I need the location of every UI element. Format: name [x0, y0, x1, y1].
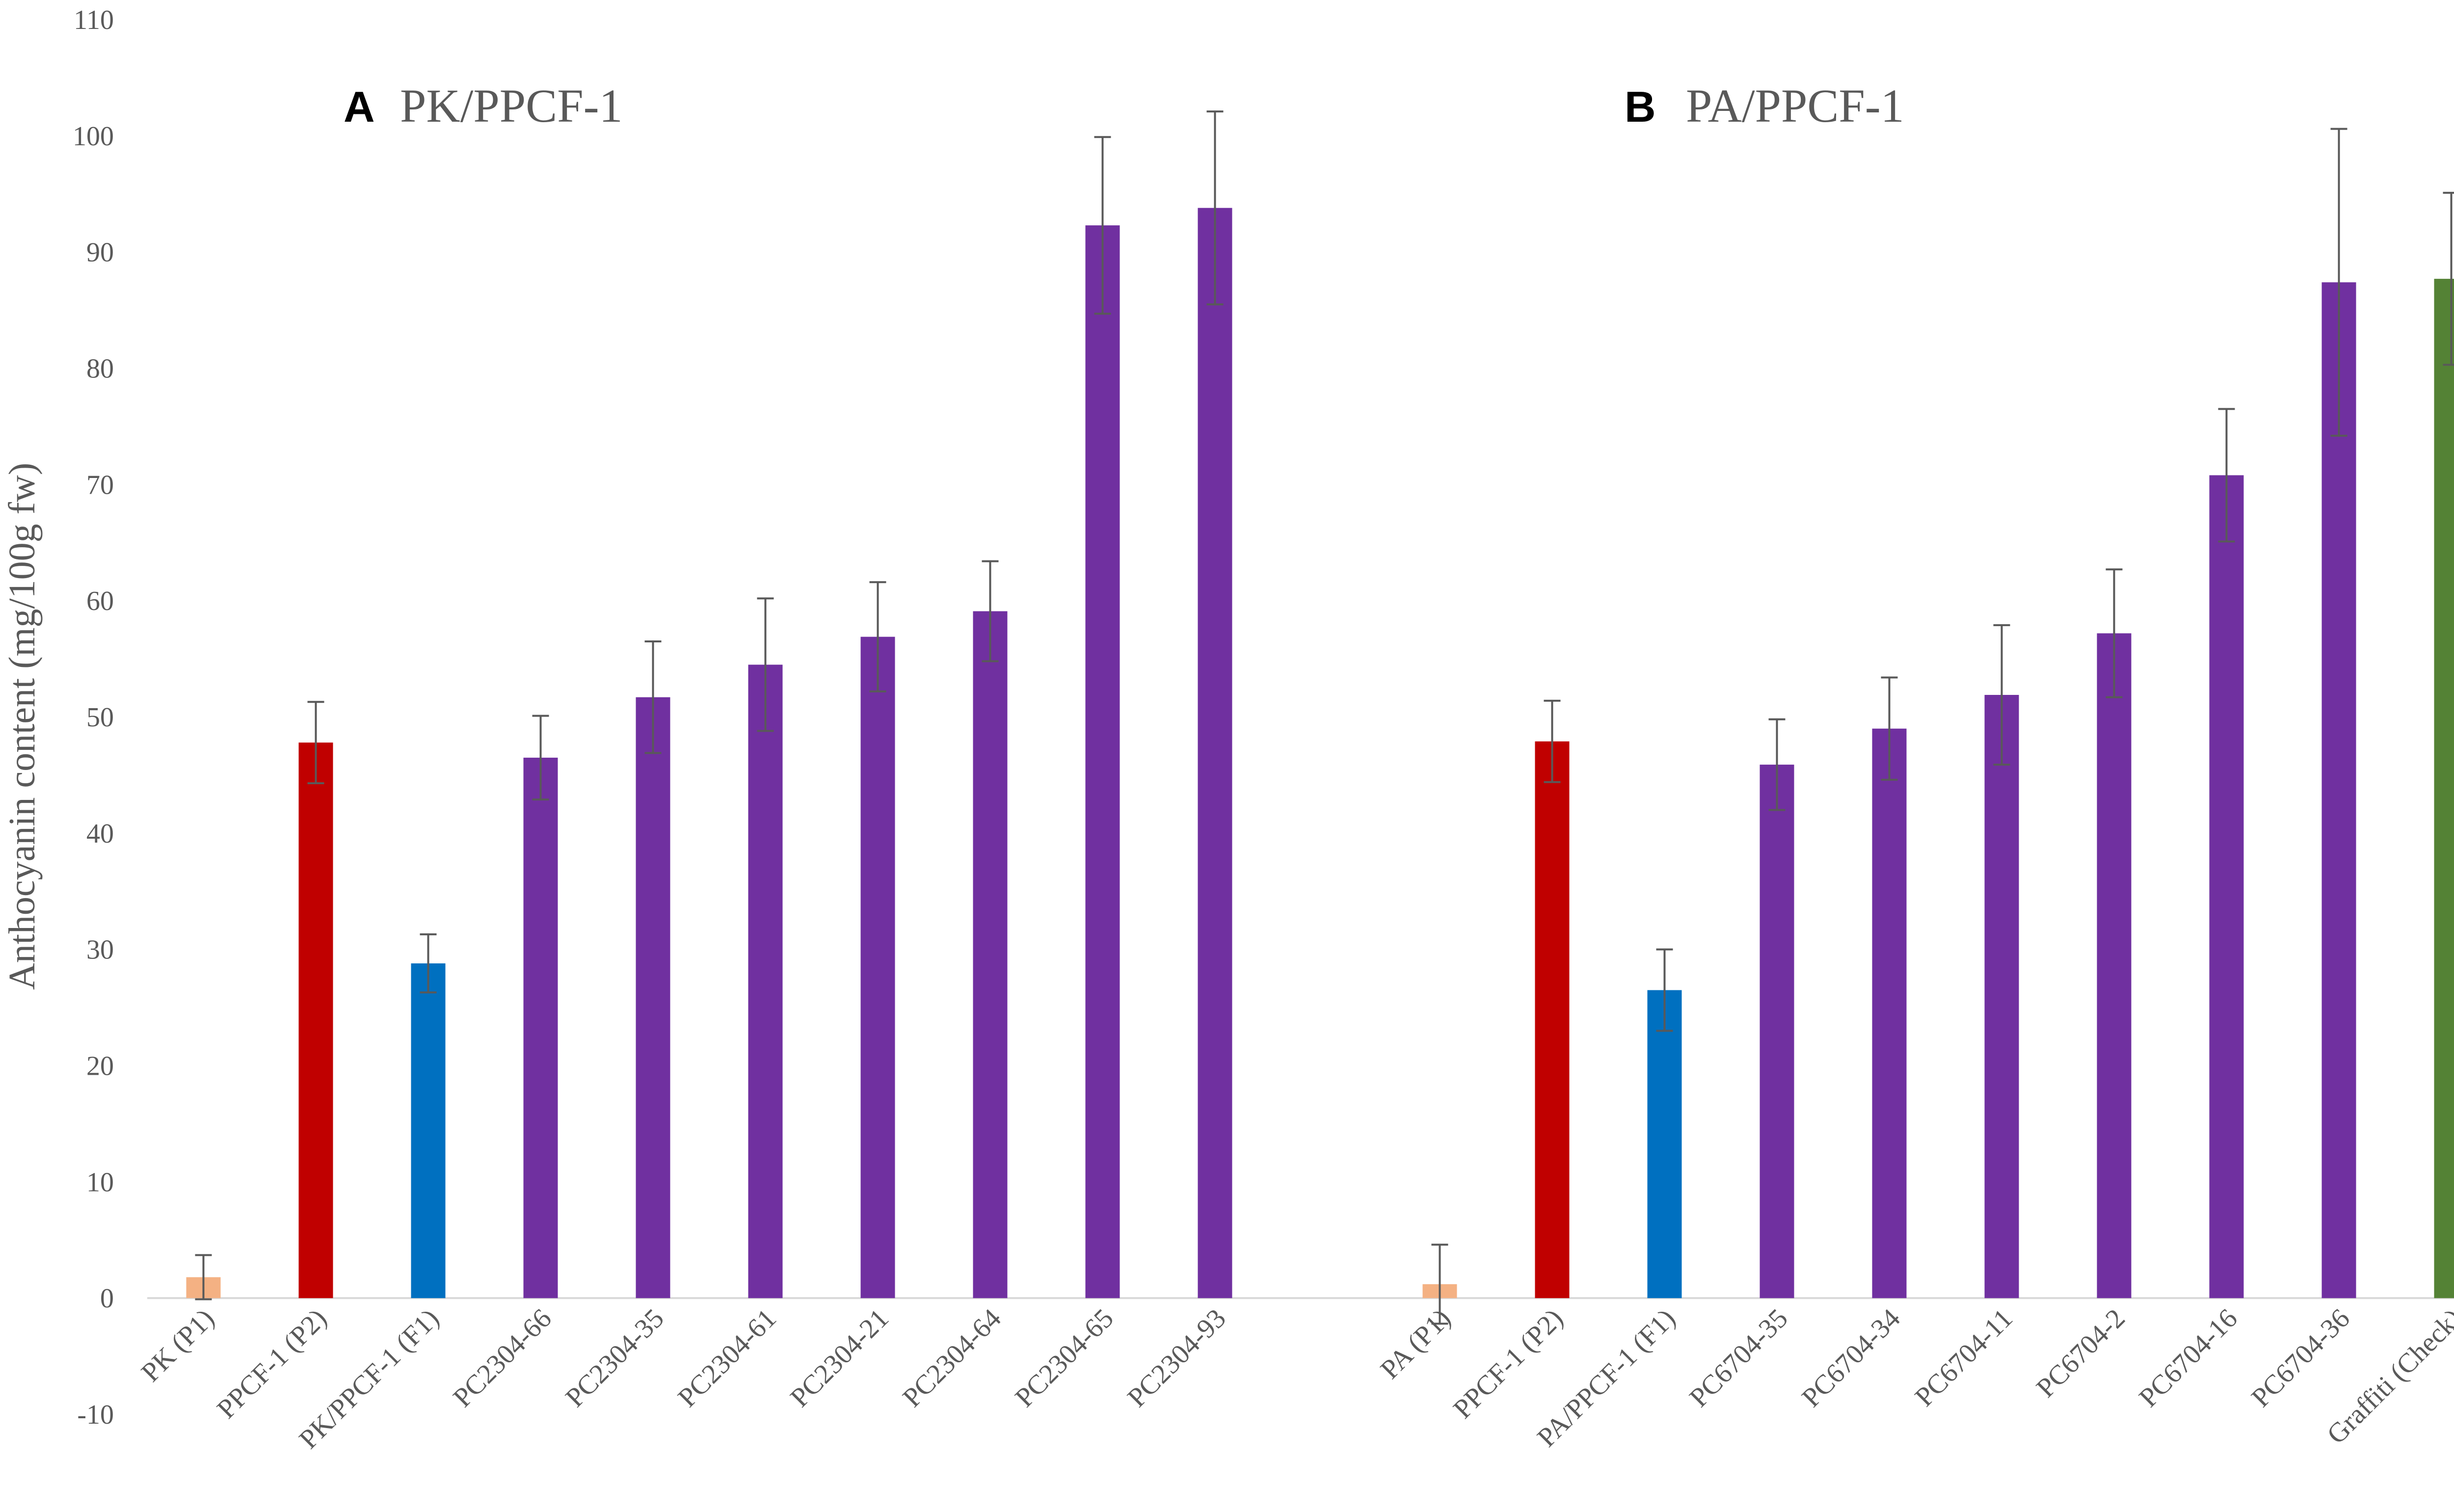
bar-pc6704-35: [1760, 765, 1794, 1299]
x-category-label: PC2304-66: [447, 1303, 557, 1413]
error-bars-group: [195, 110, 2454, 1325]
y-tick-label: 100: [73, 121, 114, 152]
error-bar: [1768, 718, 1786, 811]
x-category-label: PC6704-36: [2245, 1303, 2355, 1413]
x-category-label: PPCF-1 (P2): [211, 1303, 332, 1424]
error-bar: [1993, 624, 2010, 766]
x-category-label: PC6704-35: [1683, 1303, 1793, 1413]
error-bar: [2106, 568, 2123, 698]
error-bar: [869, 581, 886, 692]
bar-pc2304-65: [1085, 225, 1120, 1299]
panel-b-letter: B: [1625, 82, 1656, 131]
panel-b-title: PA/PPCF-1: [1686, 80, 1904, 132]
y-tick-label: 60: [86, 586, 114, 616]
x-category-label: PC2304-64: [897, 1303, 1007, 1413]
x-category-label: PC2304-35: [560, 1303, 669, 1413]
bar-pc6704-16: [2209, 475, 2244, 1299]
bar-pc6704-11: [1984, 695, 2019, 1299]
y-tick-label: 90: [86, 238, 114, 268]
error-bar: [1206, 110, 1224, 306]
error-bar: [2218, 408, 2235, 543]
bar-pc6704-2: [2097, 633, 2132, 1299]
bar-pc2304-21: [860, 637, 895, 1299]
error-bar: [757, 597, 774, 732]
bar-pc2304-66: [523, 757, 558, 1299]
x-category-label: PC6704-2: [2030, 1303, 2131, 1403]
y-tick-label: -10: [77, 1400, 114, 1430]
error-bar: [644, 640, 662, 754]
bar-pc2304-35: [636, 697, 670, 1299]
y-axis-tick-labels: -10 0 10 20 30 40 50 60 70 80 90 100 110: [73, 5, 114, 1430]
x-category-label: PA (P1): [1375, 1303, 1457, 1385]
error-bar: [420, 933, 437, 994]
error-bar: [195, 1254, 212, 1300]
error-bar: [532, 715, 549, 801]
y-tick-label: 40: [86, 819, 114, 849]
y-tick-label: 20: [86, 1051, 114, 1082]
error-bar: [1881, 676, 1898, 781]
panel-b-heading: B PA/PPCF-1: [1625, 80, 1904, 132]
x-category-label: PK (P1): [135, 1303, 220, 1388]
bar-pc2304-93: [1198, 208, 1232, 1299]
error-bar: [1094, 136, 1111, 315]
category-labels-group: PK (P1)PPCF-1 (P2)PK/PPCF-1 (F1) PC2304-6…: [135, 1303, 2454, 1455]
error-bar: [1544, 699, 1561, 783]
bar-pa-ppcf-1-f1: [1647, 990, 1682, 1299]
panel-a-letter: A: [344, 82, 375, 131]
error-bar: [1656, 948, 1673, 1032]
y-tick-label: 30: [86, 935, 114, 965]
bar-pc6704-34: [1872, 728, 1907, 1299]
bar-pc2304-61: [748, 664, 783, 1299]
x-category-label: PC2304-21: [784, 1303, 894, 1413]
x-category-label: PC2304-93: [1121, 1303, 1231, 1413]
panel-a-title: PK/PPCF-1: [400, 80, 623, 132]
bar-pc6704-36: [2321, 282, 2356, 1299]
error-bar: [2443, 191, 2454, 366]
bar-pc2304-64: [973, 611, 1008, 1299]
y-tick-label: 110: [74, 5, 114, 35]
bars-group: [186, 208, 2454, 1299]
y-tick-label: 80: [86, 354, 114, 384]
bar-ppcf-1-p2: [298, 743, 333, 1299]
y-tick-label: 50: [86, 702, 114, 733]
bar-graffiti-check: [2434, 279, 2454, 1299]
x-category-label: PC2304-61: [672, 1303, 782, 1413]
y-axis-label: Anthocyanin content (mg/100g fw): [1, 463, 43, 990]
y-tick-label: 10: [86, 1167, 114, 1197]
bar-ppcf-1-p2: [1535, 741, 1570, 1299]
x-category-label: PC6704-11: [1909, 1303, 2019, 1412]
error-bar: [1431, 1244, 1448, 1325]
panel-a-heading: A PK/PPCF-1: [344, 80, 623, 132]
x-category-label: PC6704-34: [1796, 1303, 1906, 1413]
x-category-label: PC2304-65: [1009, 1303, 1119, 1413]
y-tick-label: 70: [86, 470, 114, 500]
y-tick-label: 0: [100, 1283, 114, 1314]
error-bar: [307, 701, 324, 784]
bar-pk-ppcf-1-f1: [411, 963, 446, 1299]
error-bar: [2330, 128, 2347, 437]
x-category-label: PC6704-16: [2133, 1303, 2243, 1413]
error-bar: [982, 560, 999, 663]
x-category-label: PPCF-1 (P2): [1447, 1303, 1569, 1424]
